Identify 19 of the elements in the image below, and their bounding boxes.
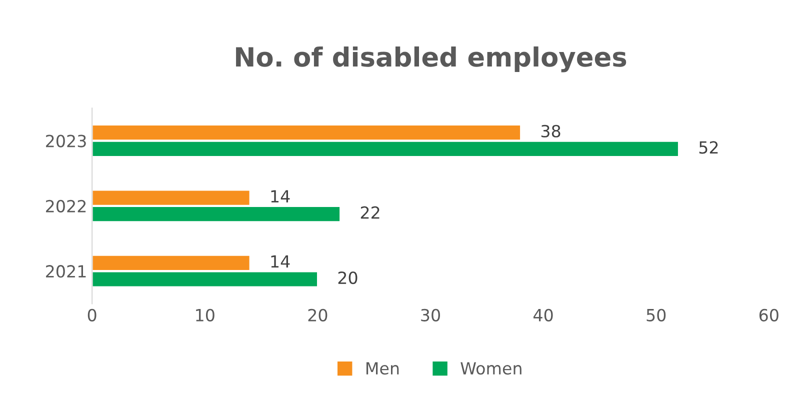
data-label: 22	[360, 206, 380, 219]
x-tick-label: 40	[534, 308, 553, 322]
data-label: 38	[541, 124, 560, 138]
data-label: 14	[271, 255, 290, 268]
chart-title: No. of disabled employees	[236, 46, 626, 72]
legend-label: Men	[366, 362, 399, 375]
data-label: 52	[699, 141, 718, 154]
x-tick-label: 0	[88, 308, 96, 322]
x-tick-label: 60	[759, 308, 778, 322]
x-tick-label: 30	[421, 308, 440, 322]
x-tick-label: 20	[308, 308, 328, 322]
y-tick-label: 2021	[46, 265, 86, 278]
x-tick-label: 50	[646, 308, 666, 322]
data-label: 20	[338, 271, 358, 284]
y-tick-label: 2023	[46, 134, 86, 148]
data-label: 14	[271, 190, 290, 202]
y-tick-label: 2022	[46, 200, 86, 212]
x-tick-label: 10	[196, 308, 214, 322]
legend-label: Women	[460, 362, 522, 375]
